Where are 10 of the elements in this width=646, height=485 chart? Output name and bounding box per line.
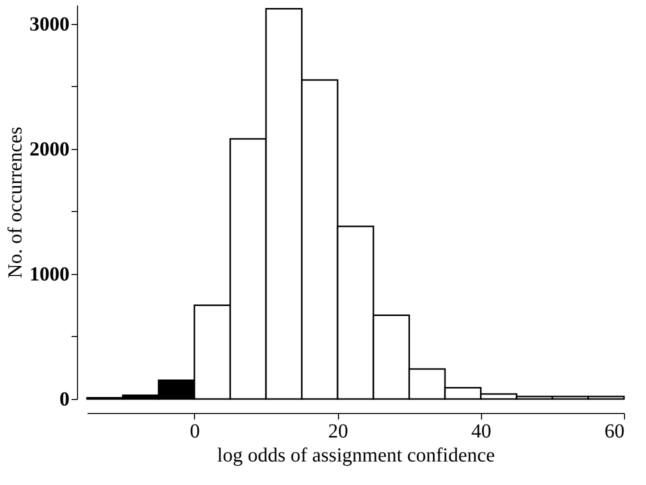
y-tick-label: 2000 [30, 138, 70, 160]
x-tick-label: 40 [471, 420, 492, 442]
x-tick-label: 20 [328, 420, 348, 442]
x-axis-title: log odds of assignment confidence [217, 444, 495, 466]
y-tick-label: 3000 [30, 13, 70, 36]
x-tick-label: 60 [604, 420, 624, 442]
y-axis-title: No. of occurrences [4, 126, 26, 278]
y-tick-label: 0 [60, 388, 70, 410]
x-tick-label: 0 [190, 420, 200, 442]
y-tick-label: 1000 [30, 263, 70, 286]
